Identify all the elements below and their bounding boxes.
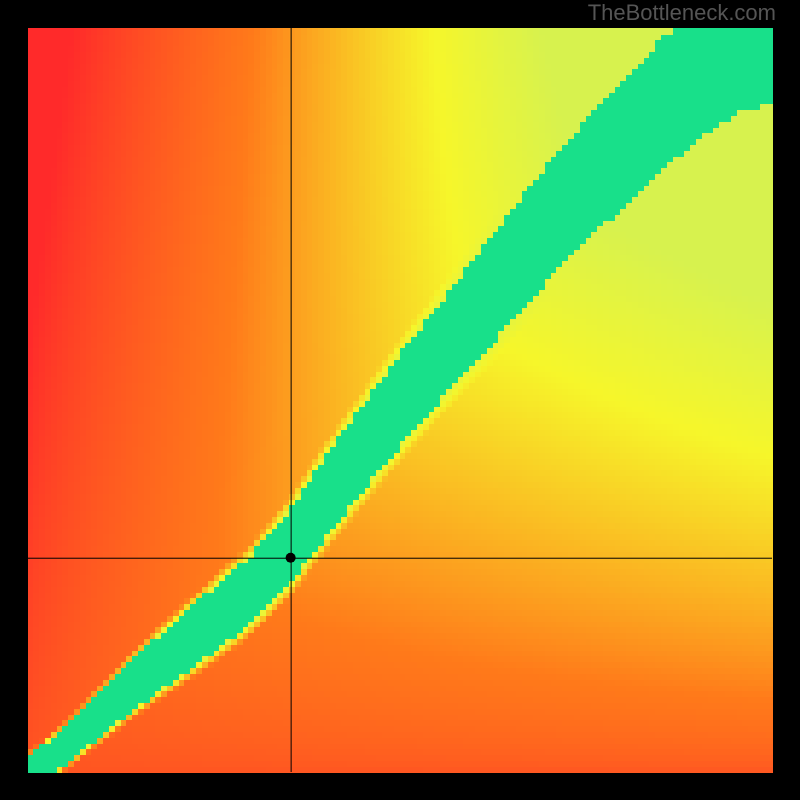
watermark-text: TheBottleneck.com <box>588 0 776 26</box>
chart-container: TheBottleneck.com <box>0 0 800 800</box>
bottleneck-heatmap-canvas <box>0 0 800 800</box>
